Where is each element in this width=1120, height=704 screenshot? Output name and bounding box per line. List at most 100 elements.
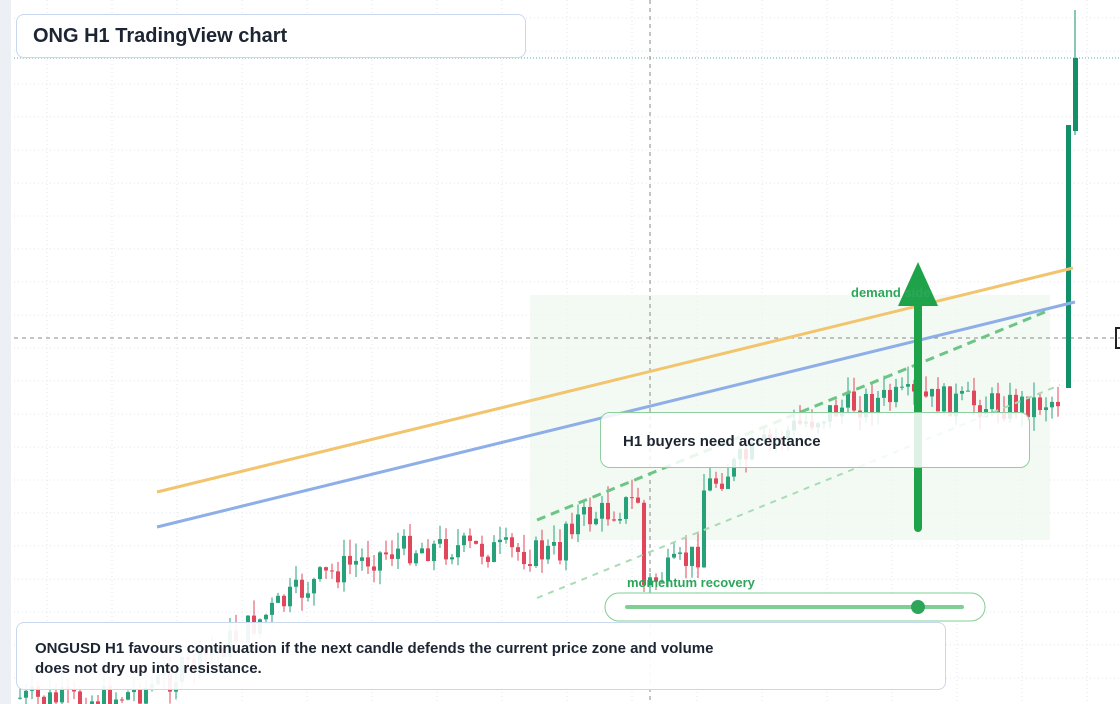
candle-body <box>402 535 406 549</box>
candle-body <box>564 523 568 561</box>
candle-body <box>1038 397 1042 411</box>
candle-body <box>474 540 478 544</box>
candle-body <box>840 407 844 417</box>
candle-body <box>666 557 670 582</box>
candle-body <box>576 514 580 535</box>
candle-body <box>480 543 484 557</box>
candle-body <box>612 519 616 521</box>
candle-body <box>24 690 28 698</box>
candle-body <box>600 502 604 519</box>
candle-body <box>594 518 598 525</box>
candle-body <box>1056 401 1060 407</box>
candle-body <box>924 391 928 397</box>
candle-body <box>990 393 994 410</box>
candle-body <box>534 540 538 567</box>
candle-body <box>462 535 466 546</box>
candle-body <box>582 506 586 515</box>
candle-body <box>522 551 526 565</box>
candle-body <box>138 689 142 704</box>
candle-body <box>978 405 982 418</box>
candle-body <box>618 518 622 521</box>
candle-body <box>942 386 946 412</box>
candle-body <box>654 577 658 582</box>
candle-body <box>144 687 148 704</box>
candle-body <box>486 556 490 562</box>
candle-body <box>948 386 952 417</box>
candle-body <box>438 539 442 544</box>
candle-body <box>1032 397 1036 418</box>
candle-body <box>846 391 850 408</box>
candle-body <box>378 552 382 571</box>
candle-body <box>852 391 856 411</box>
candle-body <box>366 557 370 567</box>
candle-body <box>1008 394 1012 419</box>
candle-body <box>972 390 976 406</box>
candle-body <box>456 545 460 558</box>
candle-body <box>888 389 892 403</box>
candle-body <box>966 390 970 392</box>
candle-body <box>96 701 100 704</box>
candle-body <box>318 567 322 579</box>
left-strip <box>0 0 11 704</box>
candle-body <box>996 393 1000 413</box>
candle-body <box>72 689 76 692</box>
candle-body <box>954 393 958 417</box>
candle-body <box>1044 407 1048 411</box>
candle-body <box>450 557 454 560</box>
candle-body <box>372 566 376 571</box>
candle-body <box>300 579 304 598</box>
candle-body <box>642 502 646 586</box>
candle-body <box>864 393 868 418</box>
candle-body <box>720 483 724 489</box>
candle-body <box>708 478 712 491</box>
candle-body <box>510 537 514 548</box>
candle-body <box>570 523 574 535</box>
candle-body <box>120 699 124 701</box>
candle-body <box>882 389 886 398</box>
candle-body <box>468 535 472 541</box>
price-tag <box>1115 327 1120 349</box>
candle-body <box>264 614 268 620</box>
candle-body <box>282 595 286 607</box>
candle-body <box>552 542 556 546</box>
candle-body <box>408 535 412 564</box>
acceptance-box: H1 buyers need acceptance <box>600 412 1030 468</box>
candle-body <box>492 542 496 562</box>
candle-body <box>630 497 634 499</box>
candle-body <box>348 555 352 565</box>
candle-body <box>330 570 334 572</box>
candle-body <box>540 540 544 560</box>
candle-body <box>504 537 508 540</box>
candle-body <box>696 546 700 568</box>
candle-body <box>1014 394 1018 414</box>
momentum-label: momentum recovery <box>627 575 755 590</box>
candle-body <box>936 388 940 412</box>
candle-body <box>270 602 274 615</box>
candle-body <box>624 497 628 519</box>
candle-body <box>1050 401 1054 408</box>
candle-body <box>108 685 112 704</box>
candle-body <box>294 579 298 587</box>
candle-body <box>276 595 280 603</box>
candle-body <box>18 697 22 699</box>
candle-body <box>678 552 682 554</box>
momentum-knob <box>911 600 925 614</box>
candle-body <box>870 393 874 414</box>
candle-body <box>36 686 40 697</box>
note-box: ONGUSD H1 favours continuation if the ne… <box>16 622 946 690</box>
candle-body <box>54 692 58 703</box>
candle-body <box>876 397 880 414</box>
candle-body <box>528 564 532 567</box>
candle-body <box>558 542 562 561</box>
candle-body <box>906 384 910 387</box>
candle-body <box>726 476 730 489</box>
candle-body <box>102 685 106 704</box>
candle-body <box>60 687 64 703</box>
title-box: ONG H1 TradingView chart <box>16 14 526 58</box>
demand-label: demand side <box>851 285 931 300</box>
candle-body <box>1066 125 1071 388</box>
candle-body <box>444 539 448 560</box>
candle-body <box>132 689 136 693</box>
